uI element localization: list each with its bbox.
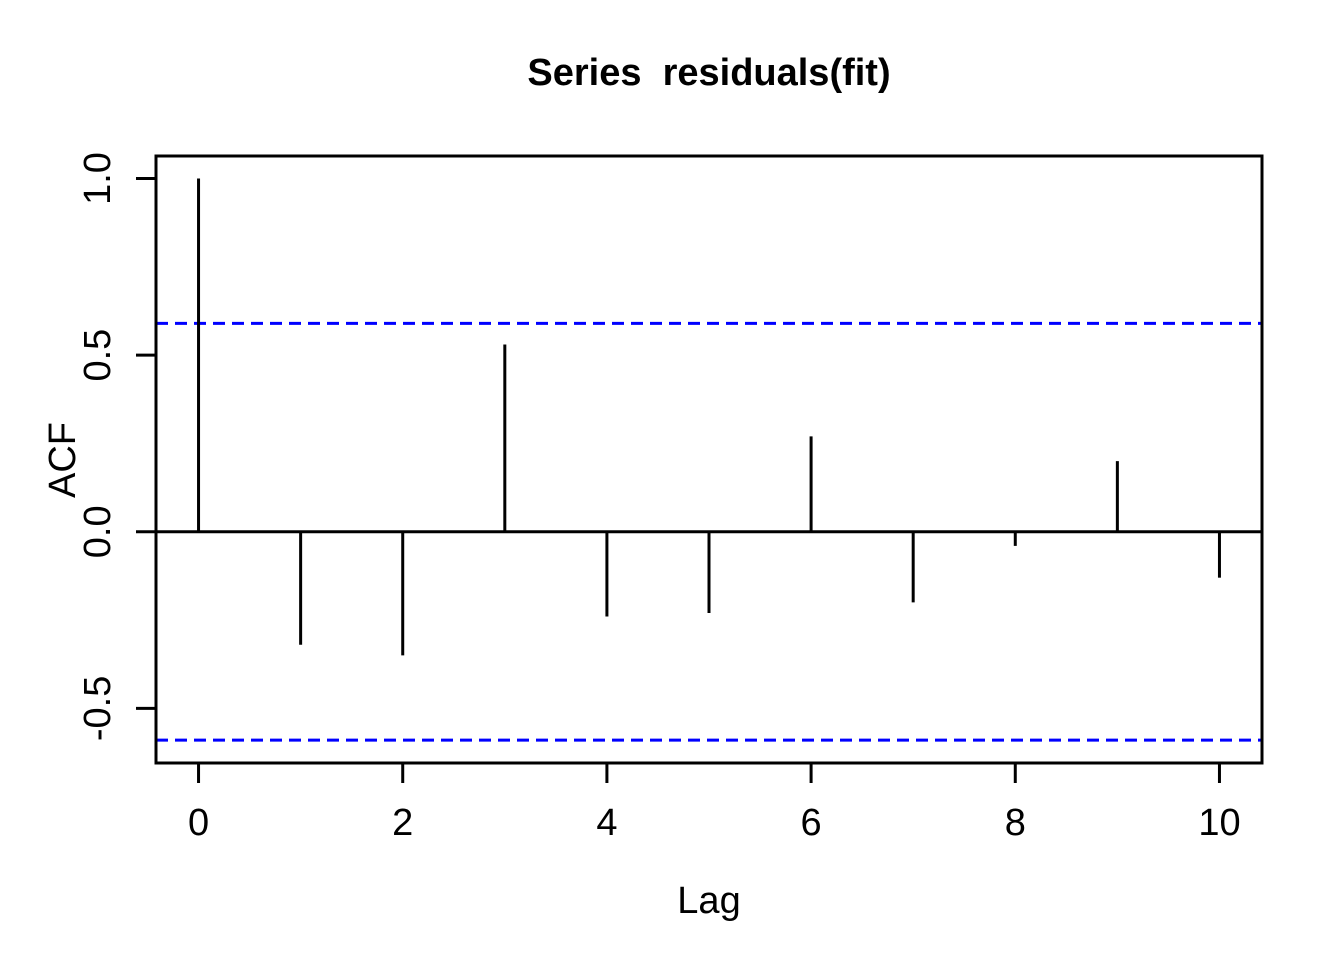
x-tick-label: 2 [392,802,413,844]
acf-stems-group [156,178,1262,656]
x-tick-label: 6 [801,802,822,844]
x-tick-label: 8 [1005,802,1026,844]
x-tick-label: 0 [188,802,209,844]
plot-box [154,154,1264,765]
confidence-lines-group [156,321,1262,742]
axes-group [136,177,1221,783]
y-tick-label: 1.0 [77,152,119,205]
chart-title: Series residuals(fit) [527,52,890,94]
y-tick-label: 0.5 [77,329,119,382]
tick-labels-group: 0 2 4 6 8 10 1.0 0.5 0.0 -0.5 [77,152,1241,844]
x-tick-label: 4 [596,802,617,844]
x-axis-label: Lag [677,880,740,922]
y-axis-label: ACF [42,422,84,498]
y-tick-label: -0.5 [77,676,119,741]
x-tick-label: 10 [1198,802,1240,844]
y-tick-label: 0.0 [77,505,119,558]
